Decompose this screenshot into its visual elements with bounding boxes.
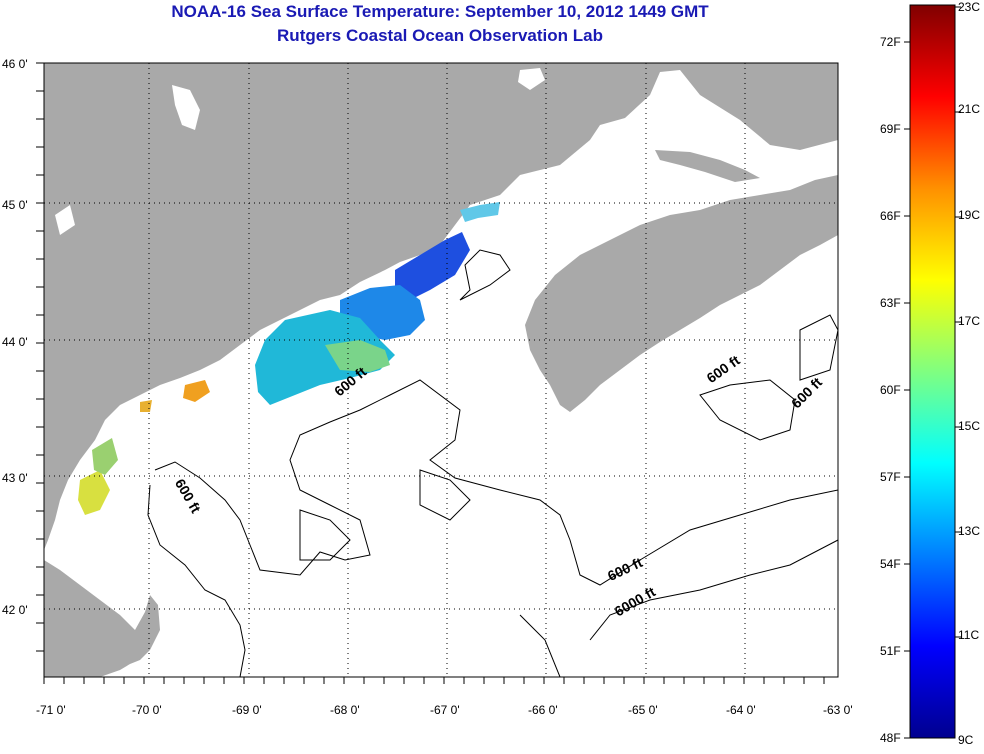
colorbar-f-label: 57F bbox=[880, 470, 901, 484]
lon-label: -71 0' bbox=[36, 703, 66, 717]
lat-label: 45 0' bbox=[2, 198, 28, 212]
colorbar-f-label: 66F bbox=[880, 209, 901, 223]
lon-label: -64 0' bbox=[726, 703, 756, 717]
lake bbox=[55, 205, 75, 235]
colorbar bbox=[909, 4, 956, 739]
colorbar-c-label: 15C bbox=[958, 419, 981, 433]
colorbar-f-label: 60F bbox=[880, 383, 901, 397]
land-new-brunswick bbox=[655, 150, 760, 182]
colorbar-c-label: 23C bbox=[958, 0, 981, 14]
colorbar-c-label: 17C bbox=[958, 314, 981, 328]
land-nova-scotia bbox=[525, 175, 838, 412]
depth-contours bbox=[147, 249, 838, 677]
land-new-england bbox=[44, 63, 838, 550]
contour-bank bbox=[419, 469, 471, 521]
lat-label: 43 0' bbox=[2, 471, 28, 485]
colorbar-c-label: 19C bbox=[958, 208, 981, 222]
lake bbox=[518, 68, 545, 90]
map-subtitle: Rutgers Coastal Ocean Observation Lab bbox=[277, 26, 603, 45]
colorbar-f-label: 48F bbox=[880, 731, 901, 745]
lon-label: -70 0' bbox=[132, 703, 162, 717]
colorbar-f-label: 63F bbox=[880, 296, 901, 310]
lon-label: -65 0' bbox=[628, 703, 658, 717]
lon-label: -68 0' bbox=[330, 703, 360, 717]
lon-label: -66 0' bbox=[528, 703, 558, 717]
lat-label: 42 0' bbox=[2, 603, 28, 617]
colorbar-f-label: 72F bbox=[880, 35, 901, 49]
axis-ticks bbox=[36, 62, 825, 684]
colorbar-f-label: 54F bbox=[880, 557, 901, 571]
colorbar-ticks bbox=[904, 6, 961, 739]
contour-bank bbox=[299, 509, 351, 561]
lake bbox=[172, 85, 200, 130]
colorbar-f-label: 69F bbox=[880, 122, 901, 136]
map-title: NOAA-16 Sea Surface Temperature: Septemb… bbox=[171, 2, 709, 21]
land-cape-cod bbox=[44, 560, 160, 677]
colorbar-c-label: 21C bbox=[958, 102, 981, 116]
colorbar-c-label: 11C bbox=[958, 628, 980, 642]
colorbar-f-label: 51F bbox=[880, 644, 901, 658]
lat-label: 44 0' bbox=[2, 335, 28, 349]
colorbar-c-label: 13C bbox=[958, 524, 981, 538]
sst-data bbox=[78, 202, 500, 515]
colorbar-c-label: 9C bbox=[958, 733, 974, 747]
lon-label: -67 0' bbox=[430, 703, 460, 717]
lon-label: -63 0' bbox=[823, 703, 853, 717]
lat-label: 46 0' bbox=[2, 57, 28, 71]
map-frame bbox=[43, 62, 839, 678]
lon-label: -69 0' bbox=[232, 703, 262, 717]
